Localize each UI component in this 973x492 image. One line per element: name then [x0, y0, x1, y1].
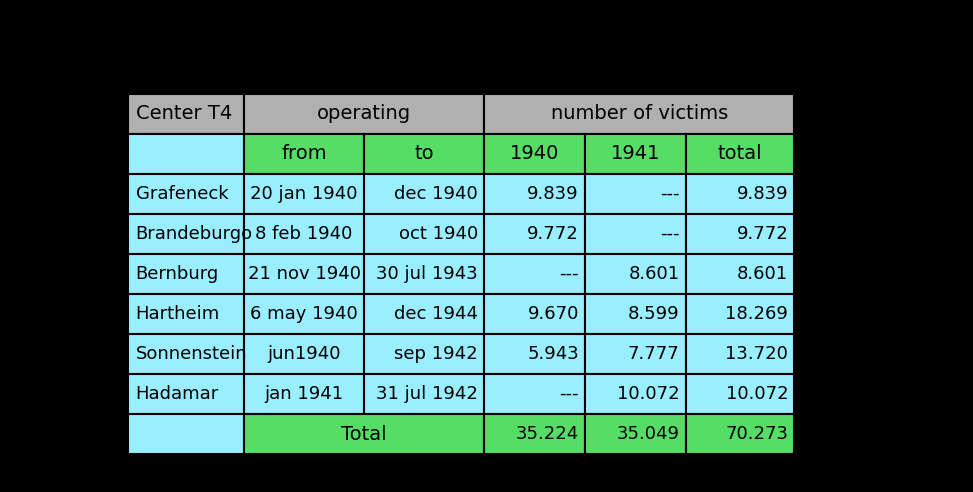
Text: oct 1940: oct 1940 [399, 225, 478, 243]
Text: sep 1942: sep 1942 [394, 345, 478, 363]
Bar [364, 254, 485, 294]
Text: jan 1941: jan 1941 [265, 385, 343, 403]
Bar [244, 334, 364, 374]
Bar [127, 93, 244, 134]
Text: 9.772: 9.772 [527, 225, 579, 243]
Bar [686, 374, 794, 414]
Text: 6 may 1940: 6 may 1940 [250, 305, 358, 323]
Text: dec 1940: dec 1940 [394, 185, 478, 203]
Text: Center T4: Center T4 [135, 104, 232, 123]
Bar [127, 334, 244, 374]
Text: to: to [414, 144, 434, 163]
Text: 9.839: 9.839 [527, 185, 579, 203]
Bar [127, 374, 244, 414]
Bar [364, 174, 485, 214]
Text: 10.072: 10.072 [617, 385, 679, 403]
Text: 30 jul 1943: 30 jul 1943 [377, 265, 478, 283]
Bar [485, 294, 585, 334]
Text: ---: --- [660, 225, 679, 243]
Bar [485, 214, 585, 254]
Text: 8.601: 8.601 [629, 265, 679, 283]
Bar [244, 294, 364, 334]
Bar [244, 134, 364, 174]
Text: Total: Total [342, 425, 387, 443]
Bar [585, 254, 686, 294]
Text: Bernburg: Bernburg [135, 265, 219, 283]
Bar [485, 414, 585, 454]
Text: 18.269: 18.269 [725, 305, 788, 323]
Bar [244, 93, 485, 134]
Text: Sonnenstein: Sonnenstein [135, 345, 247, 363]
Text: ---: --- [559, 265, 579, 283]
Bar [485, 334, 585, 374]
Text: from: from [281, 144, 327, 163]
Text: 31 jul 1942: 31 jul 1942 [377, 385, 478, 403]
Bar [364, 374, 485, 414]
Bar [585, 174, 686, 214]
Text: 8 feb 1940: 8 feb 1940 [256, 225, 353, 243]
Bar [585, 134, 686, 174]
Text: Hadamar: Hadamar [135, 385, 219, 403]
Bar [686, 334, 794, 374]
Text: total: total [718, 144, 763, 163]
Bar [686, 294, 794, 334]
Text: 9.839: 9.839 [737, 185, 788, 203]
Bar [364, 134, 485, 174]
Bar [127, 254, 244, 294]
Bar [585, 334, 686, 374]
Text: 35.049: 35.049 [617, 425, 679, 443]
Text: 10.072: 10.072 [726, 385, 788, 403]
Text: 5.943: 5.943 [527, 345, 579, 363]
Bar [585, 414, 686, 454]
Bar [127, 414, 244, 454]
Bar [127, 134, 244, 174]
Bar [585, 294, 686, 334]
Text: 35.224: 35.224 [516, 425, 579, 443]
Text: 13.720: 13.720 [725, 345, 788, 363]
Bar [485, 134, 585, 174]
Text: Hartheim: Hartheim [135, 305, 220, 323]
Bar [485, 254, 585, 294]
Bar [585, 214, 686, 254]
Bar [244, 174, 364, 214]
Text: jun1940: jun1940 [268, 345, 341, 363]
Text: 1940: 1940 [510, 144, 559, 163]
Text: ---: --- [559, 385, 579, 403]
Bar [244, 254, 364, 294]
Bar [686, 134, 794, 174]
Bar [686, 414, 794, 454]
Text: 20 jan 1940: 20 jan 1940 [250, 185, 358, 203]
Text: 1941: 1941 [611, 144, 661, 163]
Bar [364, 214, 485, 254]
Text: 70.273: 70.273 [725, 425, 788, 443]
Bar [127, 174, 244, 214]
Text: 9.772: 9.772 [737, 225, 788, 243]
Bar [364, 294, 485, 334]
Text: 7.777: 7.777 [628, 345, 679, 363]
Text: Grafeneck: Grafeneck [135, 185, 229, 203]
Bar [244, 414, 485, 454]
Text: operating: operating [317, 104, 412, 123]
Bar [244, 214, 364, 254]
Text: 8.599: 8.599 [628, 305, 679, 323]
Text: number of victims: number of victims [551, 104, 728, 123]
Bar [686, 214, 794, 254]
Text: Brandeburgo: Brandeburgo [135, 225, 253, 243]
Bar [485, 374, 585, 414]
Text: dec 1944: dec 1944 [394, 305, 478, 323]
Text: 9.670: 9.670 [527, 305, 579, 323]
Bar [127, 294, 244, 334]
Bar [364, 334, 485, 374]
Bar [686, 174, 794, 214]
Text: 21 nov 1940: 21 nov 1940 [248, 265, 361, 283]
Bar [686, 254, 794, 294]
Bar [585, 374, 686, 414]
Bar [485, 93, 794, 134]
Text: 8.601: 8.601 [737, 265, 788, 283]
Bar [485, 174, 585, 214]
Bar [244, 374, 364, 414]
Text: ---: --- [660, 185, 679, 203]
Bar [127, 214, 244, 254]
